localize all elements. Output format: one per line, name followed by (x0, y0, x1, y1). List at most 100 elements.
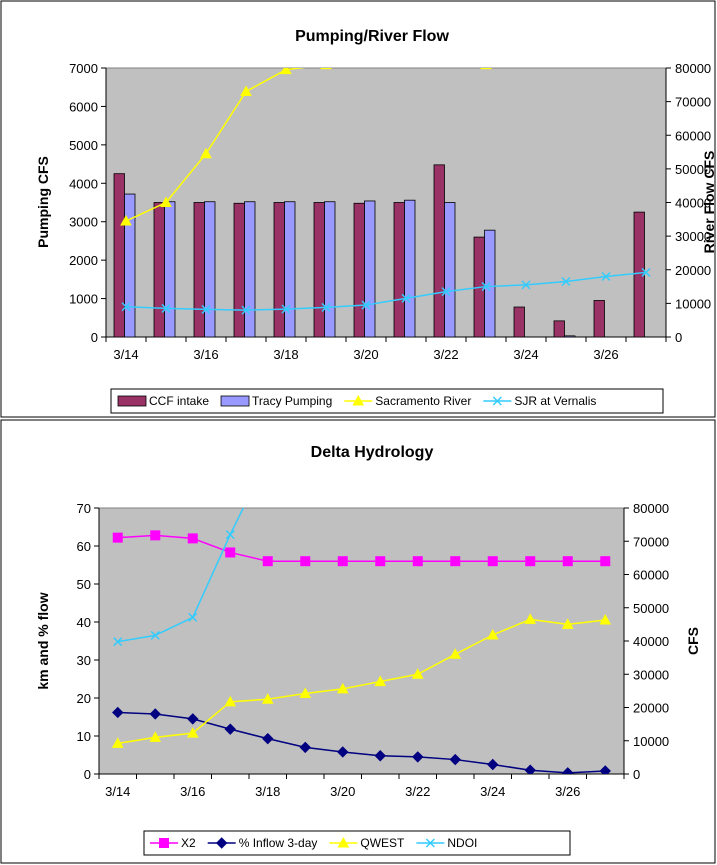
chart1-point-sjr-at-vernalis (321, 302, 331, 312)
chart2-legend-item-qwest: QWEST (329, 836, 405, 850)
chart1-bar-ccf-intake (593, 300, 605, 338)
chart2-point-x2 (487, 556, 498, 567)
chart2-series-ndoi (113, 508, 245, 647)
chart1-y-tick-label: 0 (91, 330, 98, 345)
chart2-point-pct-inflow-3-day (337, 746, 349, 758)
chart2-point-qwest (374, 675, 387, 687)
chart1-legend-item-ccf-intake: CCF intake (117, 394, 209, 408)
chart1-bar-tracy-pumping (444, 202, 456, 338)
chart1-series-sacramento-river (120, 68, 492, 226)
chart2-series-pct-inflow-3-day (112, 706, 611, 774)
chart1-y-tick-label: 4000 (69, 176, 98, 191)
chart2-point-x2 (562, 556, 573, 567)
chart2-series-qwest (111, 613, 612, 748)
chart1-point-sacramento-river (280, 68, 292, 75)
chart1-x-tick-label: 3/26 (593, 347, 618, 362)
chart1-y2-tick-label: 50000 (675, 162, 711, 177)
chart1-legend-label-tracy-pumping: Tracy Pumping (252, 394, 332, 408)
chart2-point-pct-inflow-3-day (412, 751, 424, 763)
chart2-y2-tick-label: 0 (633, 767, 640, 782)
chart1-y-tick-label: 2000 (69, 253, 98, 268)
chart1-bar-tracy-pumping (164, 201, 176, 338)
chart1-bar-tracy-pumping (404, 199, 416, 338)
chart2-point-x2 (600, 556, 611, 567)
chart2-point-ndoi (188, 612, 198, 622)
chart1-point-sjr-at-vernalis (281, 304, 291, 314)
chart1-y-tick-label: 6000 (69, 99, 98, 114)
chart1-point-sjr-at-vernalis (641, 267, 651, 277)
chart2-point-pct-inflow-3-day (374, 750, 386, 762)
chart2-point-pct-inflow-3-day (449, 753, 461, 766)
chart1-legend-label-sjr-at-vernalis: SJR at Vernalis (514, 394, 596, 408)
chart1-point-sacramento-river (200, 147, 212, 159)
chart1-y-tick-label: 1000 (69, 292, 98, 307)
chart2-point-qwest (186, 727, 199, 738)
chart1-bar-tracy-pumping (284, 201, 296, 338)
chart1-title: Pumping/River Flow (295, 28, 449, 45)
chart2-x-tick-label: 3/14 (105, 784, 130, 799)
chart2-point-qwest (524, 613, 537, 624)
chart1-point-sjr-at-vernalis (241, 305, 251, 315)
chart1-y2-tick-label: 30000 (675, 229, 711, 244)
chart2-y2-tick-label: 20000 (633, 701, 669, 716)
chart2-y-tick-label: 10 (77, 729, 91, 744)
chart2-point-qwest (299, 687, 312, 699)
chart2-y-tick-label: 30 (77, 653, 91, 668)
chart1-legend-swatch-tracy-pumping (220, 395, 250, 407)
chart1-legend-label-sacramento-river: Sacramento River (375, 394, 471, 408)
chart2-point-pct-inflow-3-day (524, 764, 536, 774)
chart2-y2-tick-label: 30000 (633, 667, 669, 682)
chart2-point-pct-inflow-3-day (112, 706, 124, 719)
chart1-point-sacramento-river (480, 68, 492, 70)
chart2-y-axis-label: km and % flow (35, 592, 51, 689)
chart1-point-sjr-at-vernalis (481, 282, 491, 292)
chart1-bar-tracy-pumping (204, 201, 216, 338)
chart2-line-qwest (117, 618, 606, 745)
chart2-y-tick-label: 50 (77, 577, 91, 592)
chart2-legend-label-ndoi: NDOI (447, 836, 477, 850)
chart2-point-x2 (225, 547, 236, 558)
chart1-legend-marker-sjr-at-vernalis (492, 396, 502, 406)
chart1-legend-item-tracy-pumping: Tracy Pumping (220, 394, 332, 408)
chart2-legend-marker-pct-inflow-3-day (215, 837, 228, 849)
chart1-point-sjr-at-vernalis (441, 287, 451, 297)
chart1-point-sacramento-river (320, 68, 332, 70)
chart2-point-qwest (449, 648, 462, 659)
chart2-line-pct-inflow-3-day (117, 711, 606, 774)
chart2-point-x2 (300, 556, 311, 567)
chart2-point-x2 (450, 556, 461, 567)
chart1-bar-ccf-intake (113, 173, 125, 338)
chart1-x-tick-label: 3/16 (193, 347, 218, 362)
chart1-bar-tracy-pumping (564, 335, 576, 338)
chart1-bar-ccf-intake (153, 202, 165, 338)
chart2-point-x2 (412, 556, 423, 567)
chart1-point-sacramento-river (160, 196, 172, 207)
chart2-point-pct-inflow-3-day (599, 765, 611, 774)
chart2-y2-tick-label: 60000 (633, 568, 669, 583)
chart2-point-x2 (150, 530, 161, 541)
chart2-point-qwest (561, 618, 574, 629)
chart2-point-pct-inflow-3-day (224, 723, 236, 735)
chart2-point-pct-inflow-3-day (149, 708, 161, 720)
chart2-legend-item-ndoi: NDOI (416, 836, 477, 850)
chart1-bar-tracy-pumping (324, 201, 336, 338)
chart1-point-sjr-at-vernalis (561, 276, 571, 287)
chart1-bar-ccf-intake (353, 202, 365, 338)
chart2-y2-tick-label: 70000 (633, 534, 669, 549)
chart1-bar-tracy-pumping (124, 193, 136, 338)
chart1-x-tick-label: 3/14 (113, 347, 138, 362)
chart2-title: Delta Hydrology (311, 444, 434, 461)
chart1-y2-tick-label: 80000 (675, 61, 711, 76)
chart1-legend-item-sjr-at-vernalis: SJR at Vernalis (483, 394, 596, 408)
chart1-bar-tracy-pumping (244, 201, 256, 338)
chart1-x-tick-label: 3/24 (513, 347, 538, 362)
chart1-bar-ccf-intake (313, 202, 325, 338)
chart2-legend-marker-qwest (337, 836, 350, 848)
chart1-y-axis-label: Pumping CFS (35, 156, 51, 248)
chart2-point-qwest (411, 668, 424, 679)
chart2-x-tick-label: 3/26 (555, 784, 580, 799)
chart1-bar-ccf-intake (393, 202, 405, 338)
chart1-x-tick-label: 3/18 (273, 347, 298, 362)
chart2-y2-tick-label: 80000 (633, 501, 669, 516)
